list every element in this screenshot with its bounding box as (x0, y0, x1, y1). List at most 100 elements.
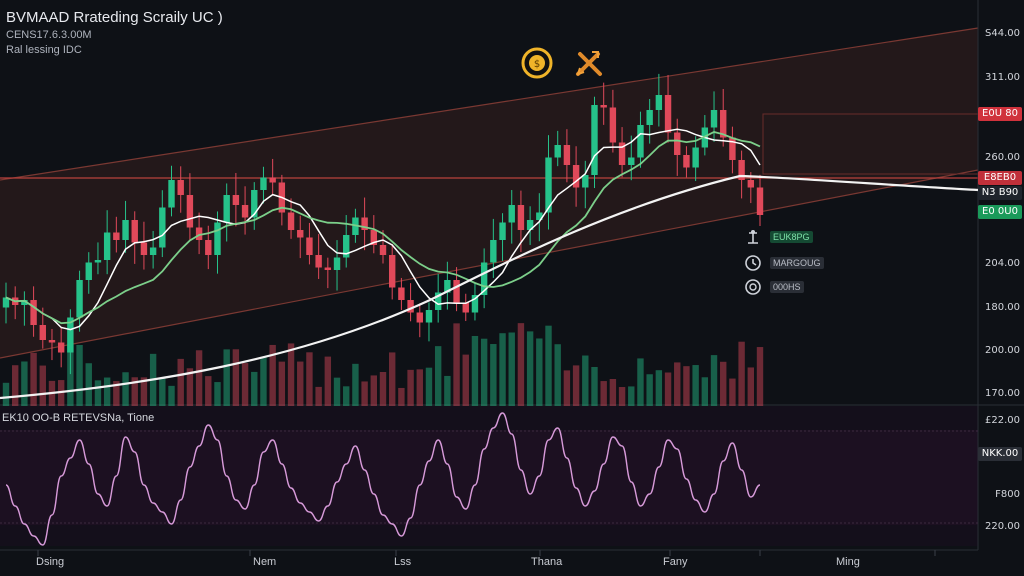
volume-bar (582, 355, 589, 406)
volume-bar (21, 361, 28, 406)
candle-body (48, 340, 56, 343)
legend-row[interactable]: EUK8PG (744, 228, 822, 246)
volume-bar (94, 380, 102, 406)
volume-bar (67, 344, 74, 406)
candle-body (692, 147, 699, 168)
candle-body (306, 237, 313, 255)
volume-bar (664, 372, 672, 406)
candle-body (453, 280, 460, 303)
volume-bar (434, 346, 442, 406)
candle-body (159, 207, 166, 248)
price-axis-label: 311.00 (985, 72, 1020, 83)
x-axis-label: Thana (531, 556, 563, 568)
volume-bar (563, 370, 571, 406)
candle-body (499, 222, 506, 240)
candle-body (618, 142, 626, 165)
candle-body (756, 187, 764, 215)
volume-bar (480, 338, 488, 406)
candle-body (195, 227, 203, 240)
volume-bar (232, 349, 240, 406)
candle-body (471, 295, 479, 313)
volume-bar (545, 325, 552, 406)
candle-body (545, 157, 552, 213)
price-tag: E0U 80 (978, 107, 1022, 121)
refresh-icon (745, 255, 761, 271)
candle-body (582, 175, 589, 188)
candle-body (140, 242, 148, 255)
crossed-tools-icon[interactable] (572, 46, 606, 80)
x-axis-label: Nem (253, 556, 277, 568)
x-axis-label: Fany (663, 556, 688, 568)
scale-icon (748, 230, 758, 244)
candle-body (480, 262, 488, 295)
candle-body (536, 212, 543, 220)
volume-bar (747, 367, 755, 406)
price-axis-label: 200.00 (985, 345, 1020, 356)
candle-body (462, 302, 469, 313)
legend-label: EUK8PG (770, 231, 813, 243)
candle-body (398, 287, 405, 300)
candle-body (563, 145, 571, 165)
candle-body (297, 230, 304, 238)
candle-body (315, 255, 322, 268)
volume-bar (113, 381, 120, 406)
indicator-axis-label: F800 (995, 489, 1020, 500)
candle-body (2, 297, 10, 308)
volume-bar (278, 361, 286, 406)
legend-row[interactable]: 000HS (744, 278, 822, 296)
indicator-axis-label: £22.00 (985, 415, 1020, 426)
volume-bar (30, 352, 37, 406)
candle-body (67, 317, 74, 353)
volume-bar (720, 361, 727, 406)
price-axis-label: 180.00 (985, 302, 1020, 313)
coin-icon[interactable]: $ (520, 46, 554, 80)
indicator-tag: NKK.00 (978, 447, 1022, 461)
volume-bar (177, 358, 184, 406)
candle-body (490, 240, 497, 263)
volume-bar (159, 377, 166, 406)
indicator-label: EK10 OO-B RETEVSNa, Tione (2, 412, 155, 424)
volume-bar (490, 344, 497, 406)
volume-bar (701, 377, 709, 406)
volume-bar (214, 382, 221, 406)
legend-row[interactable]: MARGOUG (744, 254, 824, 272)
candle-body (609, 107, 617, 143)
candle-body (572, 165, 580, 188)
volume-bar (76, 344, 83, 406)
candle-body (370, 230, 378, 245)
candle-body (361, 217, 368, 230)
volume-bar (195, 350, 203, 406)
volume-bar (370, 375, 378, 406)
legend-label: 000HS (770, 281, 804, 293)
candle-body (655, 95, 663, 110)
volume-bar (407, 369, 414, 406)
chart-title: BVMAAD Rrateding Scraily UC ) (6, 9, 223, 26)
candle-body (379, 245, 387, 255)
volume-bar (168, 385, 175, 406)
candle-body (57, 342, 65, 353)
chart-subtitle-2: Ral lessing IDC (6, 44, 82, 56)
volume-bar (536, 338, 543, 406)
volume-bar (287, 343, 295, 406)
volume-bar (692, 365, 699, 406)
candle-body (76, 280, 83, 318)
volume-bar (462, 354, 469, 406)
candle-body (747, 180, 755, 188)
volume-bar (306, 352, 313, 406)
candle-body (113, 232, 120, 240)
volume-bar (39, 365, 46, 406)
candle-body (664, 95, 672, 133)
candle-body (434, 292, 442, 310)
price-tag: E8EB0 (978, 171, 1022, 185)
volume-bar (324, 356, 332, 406)
volume-bar (343, 386, 350, 406)
candle-body (269, 177, 276, 183)
price-axis-label: 170.00 (985, 388, 1020, 399)
moving-average-fast (5, 128, 761, 331)
volume-bar (388, 352, 396, 406)
volume-bar (756, 347, 764, 406)
volume-bar (398, 387, 405, 406)
volume-bar (710, 355, 718, 406)
volume-bar (205, 376, 212, 406)
